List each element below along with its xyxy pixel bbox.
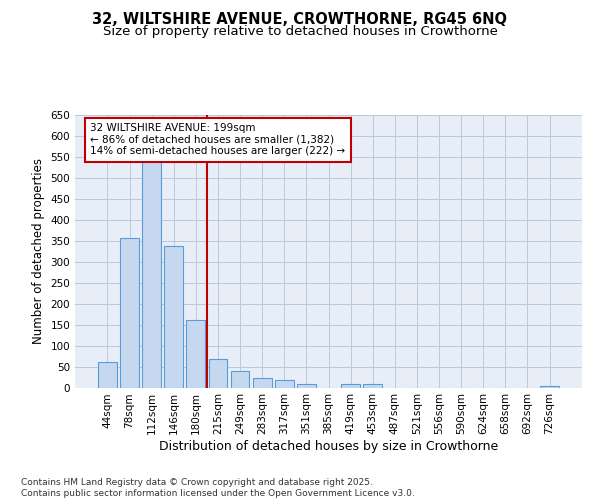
Bar [120, 238, 139, 388]
Bar [98, 362, 117, 388]
Bar [164, 246, 183, 388]
Bar [142, 159, 161, 388]
Text: Contains HM Land Registry data © Crown copyright and database right 2025.
Contai: Contains HM Land Registry data © Crown c… [21, 478, 415, 498]
Text: 32 WILTSHIRE AVENUE: 199sqm
← 86% of detached houses are smaller (1,382)
14% of : 32 WILTSHIRE AVENUE: 199sqm ← 86% of det… [90, 123, 346, 156]
Text: 32, WILTSHIRE AVENUE, CROWTHORNE, RG45 6NQ: 32, WILTSHIRE AVENUE, CROWTHORNE, RG45 6… [92, 12, 508, 28]
Text: Size of property relative to detached houses in Crowthorne: Size of property relative to detached ho… [103, 25, 497, 38]
X-axis label: Distribution of detached houses by size in Crowthorne: Distribution of detached houses by size … [159, 440, 498, 453]
Y-axis label: Number of detached properties: Number of detached properties [32, 158, 45, 344]
Bar [275, 380, 293, 388]
Bar [364, 384, 382, 388]
Bar [187, 320, 205, 388]
Bar [297, 384, 316, 388]
Bar [253, 378, 272, 388]
Bar [540, 386, 559, 388]
Bar [230, 370, 250, 388]
Bar [209, 359, 227, 388]
Bar [341, 384, 360, 388]
